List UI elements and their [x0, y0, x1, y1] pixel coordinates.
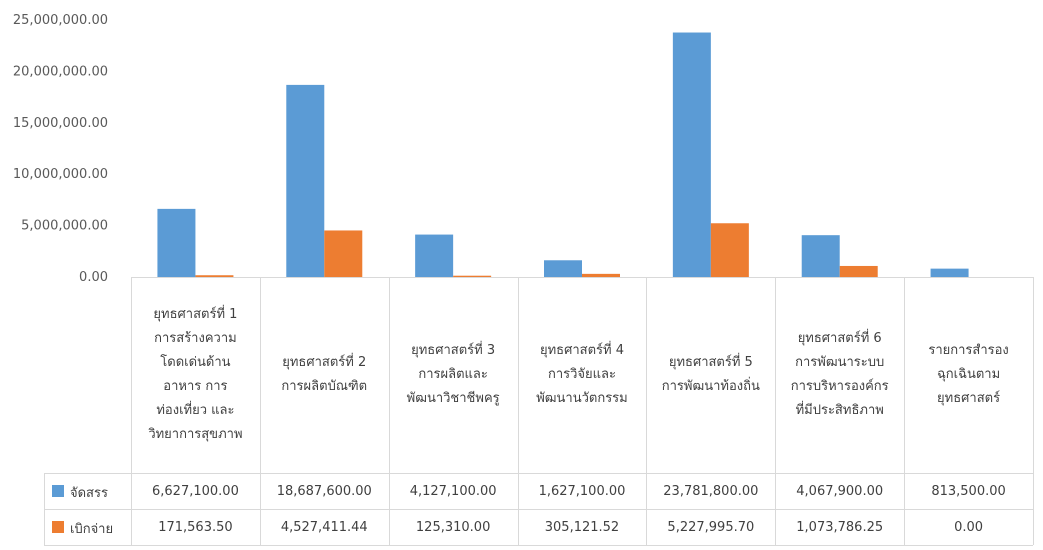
- data-table-cell: 23,781,800.00: [663, 483, 759, 499]
- category-label: ยุทธศาสตร์ที่ 2 การผลิตบัณฑิต: [281, 355, 368, 394]
- bar-allocated: [672, 32, 711, 277]
- bar-allocated: [930, 268, 969, 277]
- data-table-cell: 1,073,786.25: [796, 519, 884, 535]
- category-label: ยุทธศาสตร์ที่ 3 การผลิตและ พัฒนาวิชาชีพค…: [406, 343, 500, 406]
- data-table-cell: 171,563.50: [158, 519, 233, 535]
- bar-disbursed: [582, 273, 620, 277]
- category-label: ยุทธศาสตร์ที่ 1 การสร้างความ โดดเด่นด้าน…: [148, 307, 243, 442]
- data-table-cell: 4,127,100.00: [409, 483, 497, 499]
- category-label: ยุทธศาสตร์ที่ 6 การพัฒนาระบบ การบริหารอง…: [790, 331, 889, 418]
- bar-allocated: [544, 260, 582, 277]
- category-label: ยุทธศาสตร์ที่ 4 การวิจัยและ พัฒนานวัตกรร…: [536, 343, 628, 406]
- bar-disbursed: [195, 275, 234, 277]
- bar-allocated: [157, 208, 196, 277]
- bar-allocated: [801, 235, 840, 277]
- y-tick-label: 20,000,000.00: [13, 64, 108, 79]
- bar-allocated: [286, 84, 325, 277]
- bar-disbursed: [710, 223, 749, 277]
- y-tick-label: 15,000,000.00: [13, 116, 108, 131]
- bar-disbursed: [453, 275, 492, 277]
- data-table-cell: 813,500.00: [931, 483, 1006, 499]
- data-table-cell: 125,310.00: [415, 519, 491, 535]
- legend-key-disbursed: [52, 521, 64, 533]
- legend-label: เบิกจ่าย: [70, 522, 114, 537]
- bar-disbursed: [324, 230, 363, 277]
- data-table-cell: 4,067,900.00: [796, 483, 884, 499]
- data-table-cell: 18,687,600.00: [276, 483, 372, 499]
- legend-key-allocated: [52, 485, 64, 497]
- data-table-cell: 6,627,100.00: [152, 483, 239, 499]
- category-label: รายการสำรอง ฉุกเฉินตาม ยุทธศาสตร์: [928, 343, 1009, 406]
- data-table-cell: 1,627,100.00: [538, 483, 626, 499]
- category-label: ยุทธศาสตร์ที่ 5 การพัฒนาท้องถิ่น: [661, 355, 760, 394]
- data-table-cell: 5,227,995.70: [667, 519, 755, 535]
- data-table-cell: 4,527,411.44: [280, 519, 368, 535]
- bar-disbursed: [839, 265, 878, 277]
- y-tick-label: 25,000,000.00: [13, 13, 108, 28]
- legend-label: จัดสรร: [70, 486, 108, 501]
- bar-allocated: [415, 234, 454, 277]
- data-table-cell: 305,121.52: [544, 519, 620, 535]
- y-tick-label: 0.00: [79, 270, 108, 285]
- y-tick-label: 5,000,000.00: [21, 219, 108, 234]
- y-tick-label: 10,000,000.00: [13, 167, 108, 182]
- data-table-cell: 0.00: [954, 519, 984, 535]
